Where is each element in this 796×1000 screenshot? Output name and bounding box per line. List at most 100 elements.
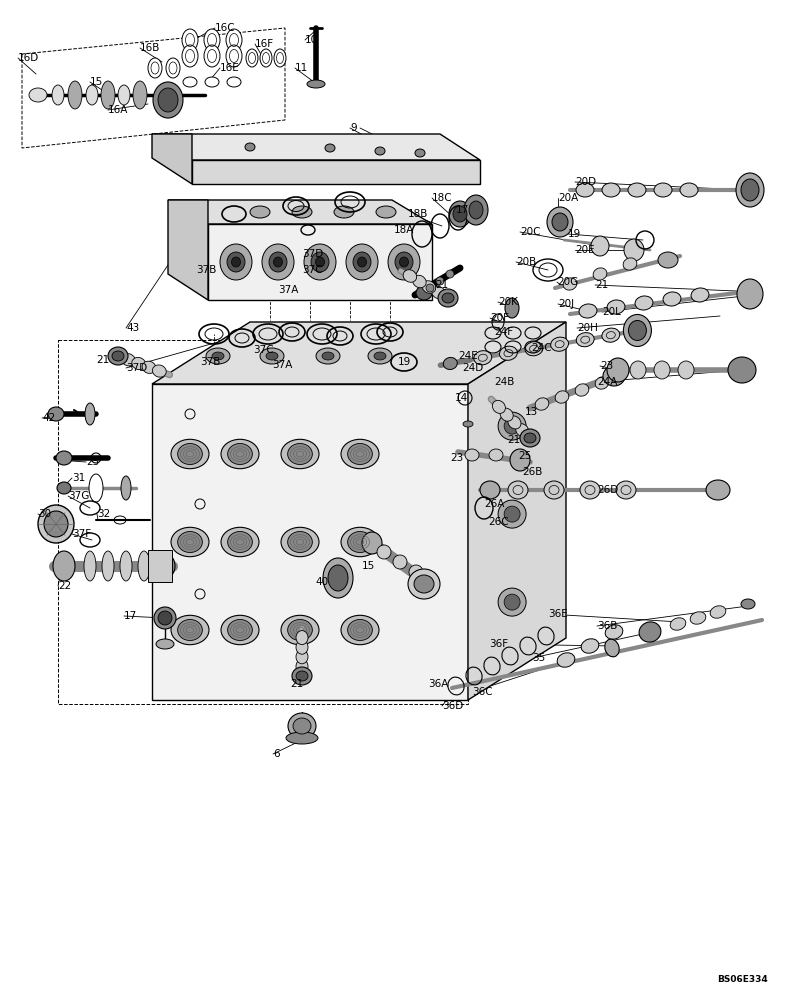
Text: 17: 17 xyxy=(456,205,470,215)
Text: 43: 43 xyxy=(126,323,139,333)
Text: 16A: 16A xyxy=(108,105,128,115)
Ellipse shape xyxy=(296,671,308,681)
Ellipse shape xyxy=(547,207,573,237)
Ellipse shape xyxy=(89,474,103,502)
Ellipse shape xyxy=(156,639,174,649)
Ellipse shape xyxy=(431,286,445,299)
Ellipse shape xyxy=(287,444,312,464)
Text: 14: 14 xyxy=(455,393,468,403)
Text: 24E: 24E xyxy=(458,351,478,361)
Text: 21: 21 xyxy=(435,280,448,290)
Text: 20C: 20C xyxy=(520,227,540,237)
Ellipse shape xyxy=(557,653,575,667)
Ellipse shape xyxy=(504,594,520,610)
Ellipse shape xyxy=(292,667,312,685)
Ellipse shape xyxy=(499,346,517,360)
Ellipse shape xyxy=(296,659,308,673)
Text: 24A: 24A xyxy=(597,377,618,387)
Ellipse shape xyxy=(623,314,651,346)
Ellipse shape xyxy=(678,361,694,379)
Polygon shape xyxy=(208,224,432,300)
Ellipse shape xyxy=(563,278,577,290)
Ellipse shape xyxy=(154,607,176,629)
Text: 9: 9 xyxy=(350,123,357,133)
Ellipse shape xyxy=(593,268,607,280)
Ellipse shape xyxy=(328,565,348,591)
Text: 31: 31 xyxy=(72,473,85,483)
Ellipse shape xyxy=(281,615,319,645)
Ellipse shape xyxy=(630,361,646,379)
Text: 16F: 16F xyxy=(255,39,274,49)
Ellipse shape xyxy=(341,527,379,557)
Ellipse shape xyxy=(142,361,156,373)
Ellipse shape xyxy=(395,252,413,272)
Text: 21: 21 xyxy=(595,280,608,290)
Text: 21: 21 xyxy=(507,435,521,445)
Ellipse shape xyxy=(221,615,259,645)
Ellipse shape xyxy=(510,449,530,471)
Text: 20K: 20K xyxy=(498,297,518,307)
Ellipse shape xyxy=(232,257,240,267)
Ellipse shape xyxy=(377,545,391,559)
Ellipse shape xyxy=(555,391,569,403)
Ellipse shape xyxy=(400,257,408,267)
Text: 18B: 18B xyxy=(408,209,428,219)
Ellipse shape xyxy=(409,565,423,579)
Ellipse shape xyxy=(68,81,82,109)
Ellipse shape xyxy=(579,304,597,318)
Ellipse shape xyxy=(205,77,219,87)
Ellipse shape xyxy=(436,277,444,285)
Ellipse shape xyxy=(728,357,756,383)
Text: 37B: 37B xyxy=(196,265,217,275)
Ellipse shape xyxy=(607,358,629,382)
Text: 19: 19 xyxy=(568,229,581,239)
Ellipse shape xyxy=(171,527,209,557)
Ellipse shape xyxy=(86,85,98,105)
Ellipse shape xyxy=(322,352,334,360)
Ellipse shape xyxy=(266,352,278,360)
Ellipse shape xyxy=(212,352,224,360)
Ellipse shape xyxy=(362,532,382,554)
Ellipse shape xyxy=(296,631,308,645)
Ellipse shape xyxy=(654,183,672,197)
Ellipse shape xyxy=(464,195,488,225)
Ellipse shape xyxy=(29,88,47,102)
Text: 20H: 20H xyxy=(577,323,598,333)
Ellipse shape xyxy=(706,480,730,500)
Ellipse shape xyxy=(504,506,520,522)
Ellipse shape xyxy=(438,289,458,307)
Text: 26B: 26B xyxy=(522,467,542,477)
Ellipse shape xyxy=(628,183,646,197)
Ellipse shape xyxy=(108,347,128,365)
Ellipse shape xyxy=(101,81,115,109)
Ellipse shape xyxy=(166,58,180,78)
Ellipse shape xyxy=(544,481,564,499)
Polygon shape xyxy=(192,160,480,184)
Ellipse shape xyxy=(498,588,526,616)
Text: 10: 10 xyxy=(305,35,318,45)
Text: 24B: 24B xyxy=(494,377,514,387)
Ellipse shape xyxy=(663,292,681,306)
Polygon shape xyxy=(148,550,172,582)
Ellipse shape xyxy=(357,257,366,267)
Ellipse shape xyxy=(220,244,252,280)
Ellipse shape xyxy=(639,622,661,642)
Ellipse shape xyxy=(500,408,513,421)
Ellipse shape xyxy=(469,201,483,219)
Ellipse shape xyxy=(551,337,568,351)
Ellipse shape xyxy=(246,49,258,67)
Ellipse shape xyxy=(628,320,646,340)
Ellipse shape xyxy=(516,424,529,437)
Text: 37A: 37A xyxy=(278,285,298,295)
Ellipse shape xyxy=(206,348,230,364)
Text: 42: 42 xyxy=(42,413,55,423)
Ellipse shape xyxy=(153,82,183,118)
Ellipse shape xyxy=(281,439,319,469)
Ellipse shape xyxy=(463,421,473,427)
Text: 15: 15 xyxy=(90,77,103,87)
Text: 18A: 18A xyxy=(394,225,415,235)
Ellipse shape xyxy=(576,333,594,347)
Ellipse shape xyxy=(375,147,385,155)
Text: 36B: 36B xyxy=(597,621,618,631)
Text: 26A: 26A xyxy=(484,499,505,509)
